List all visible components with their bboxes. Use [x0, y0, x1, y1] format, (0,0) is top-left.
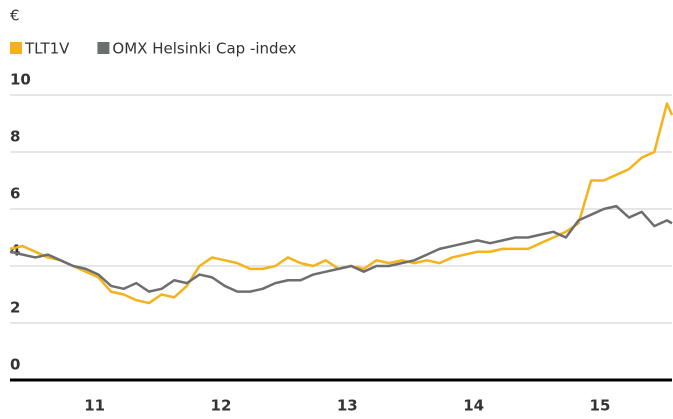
x-tick-label: 14: [463, 397, 484, 415]
y-tick-label: 4: [10, 242, 20, 260]
y-tick-label: 2: [10, 299, 20, 317]
series-line: [9, 102, 673, 305]
legend-swatch: [97, 42, 110, 54]
legend-swatch: [10, 42, 22, 54]
x-tick-label: 15: [590, 397, 611, 415]
y-axis-label: €: [10, 7, 20, 25]
legend-label: TLT1V: [24, 40, 70, 58]
x-tick-label: 11: [84, 397, 105, 415]
series-line: [9, 204, 673, 293]
y-tick-label: 10: [10, 71, 31, 89]
x-tick-label: 12: [211, 397, 232, 415]
x-tick-label: 13: [337, 397, 358, 415]
legend-label: OMX Helsinki Cap -index: [112, 40, 296, 58]
y-tick-label: 6: [10, 185, 20, 203]
y-tick-label: 0: [10, 356, 20, 374]
y-tick-label: 8: [10, 128, 20, 146]
